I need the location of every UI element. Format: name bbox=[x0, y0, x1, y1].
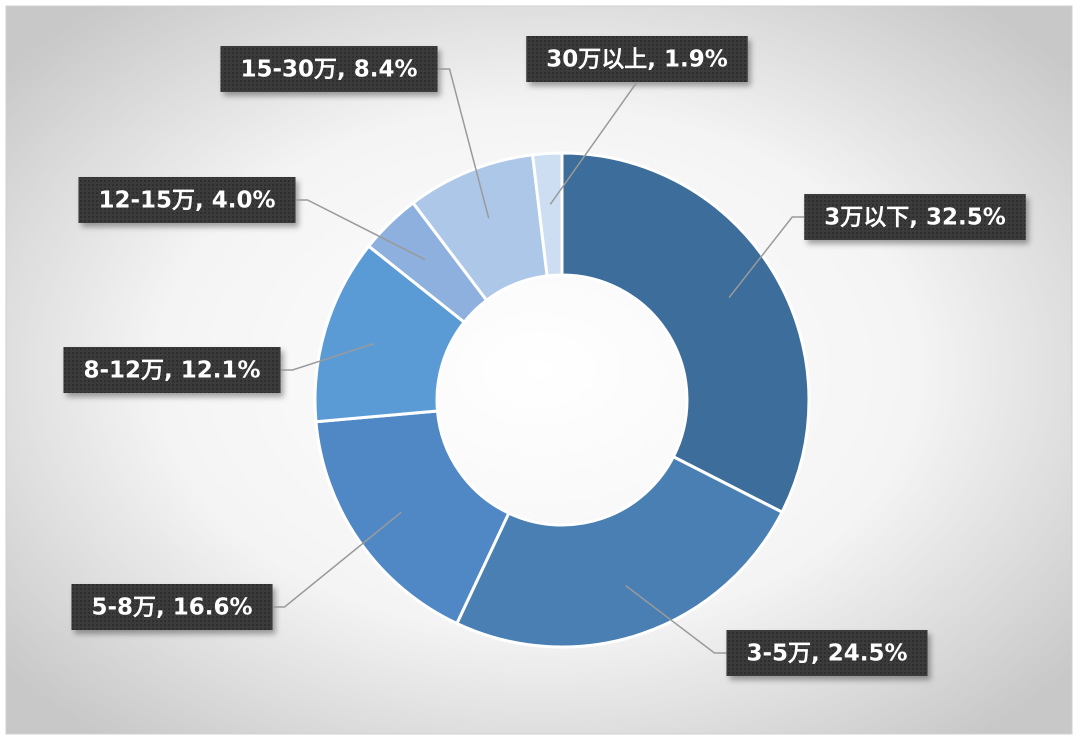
data-label: 8-12万, 12.1% bbox=[83, 358, 260, 384]
donut-slice: 5-8万 bbox=[314, 409, 511, 626]
label-box bbox=[526, 36, 748, 82]
donut-slice: 3万以下 bbox=[560, 151, 811, 515]
data-label: 15-30万, 8.4% bbox=[240, 57, 417, 83]
leader-line bbox=[295, 199, 426, 261]
label-box bbox=[804, 194, 1026, 240]
data-label: 12-15万, 4.0% bbox=[98, 188, 275, 214]
donut-slice: 3-5万 bbox=[454, 454, 785, 649]
label-box bbox=[63, 347, 281, 393]
data-label: 3万以下, 32.5% bbox=[824, 205, 1006, 231]
leader-line bbox=[280, 342, 375, 371]
label-box bbox=[220, 46, 438, 92]
leader-line bbox=[728, 216, 805, 299]
leader-line bbox=[625, 584, 727, 654]
leader-line bbox=[272, 511, 402, 608]
donut-slice: 30万以上 bbox=[530, 151, 564, 278]
data-label: 5-8万, 16.6% bbox=[91, 595, 252, 621]
leader-line bbox=[437, 68, 490, 219]
label-box bbox=[726, 630, 928, 676]
leader-line bbox=[549, 81, 638, 205]
data-label: 30万以上, 1.9% bbox=[546, 47, 728, 73]
label-box bbox=[71, 584, 273, 630]
label-box bbox=[78, 177, 296, 223]
data-label: 3-5万, 24.5% bbox=[746, 641, 907, 667]
